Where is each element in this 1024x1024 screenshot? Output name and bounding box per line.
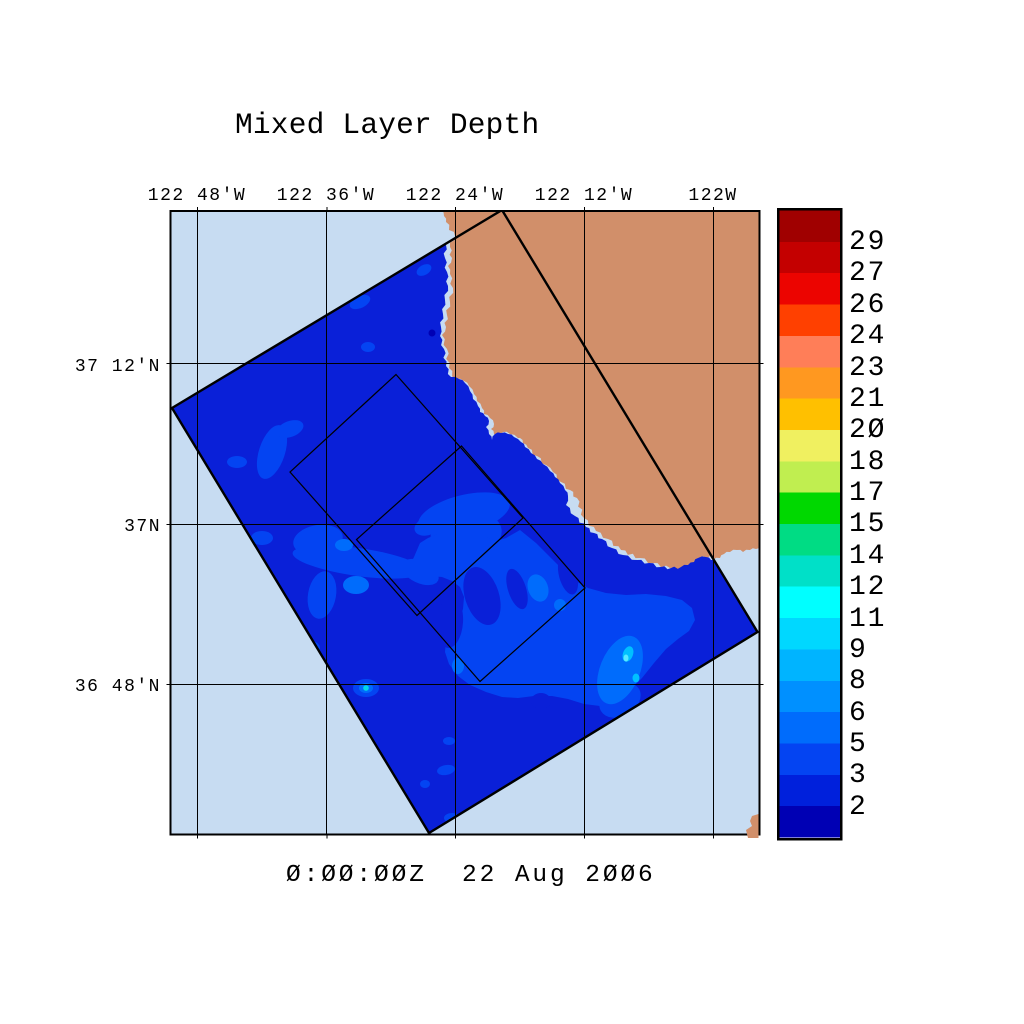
svg-text:5: 5 bbox=[849, 729, 868, 760]
svg-text:27: 27 bbox=[849, 258, 886, 289]
svg-text:6: 6 bbox=[849, 698, 868, 729]
svg-text:122 48'W: 122 48'W bbox=[148, 186, 246, 206]
svg-text:8: 8 bbox=[849, 666, 868, 697]
svg-text:3: 3 bbox=[849, 760, 868, 791]
svg-text:24: 24 bbox=[849, 321, 886, 352]
svg-text:12: 12 bbox=[849, 572, 886, 603]
svg-text:23: 23 bbox=[849, 353, 886, 384]
svg-text:2: 2 bbox=[849, 792, 868, 823]
svg-text:122 36'W: 122 36'W bbox=[277, 186, 375, 206]
svg-text:21: 21 bbox=[849, 384, 886, 415]
svg-text:122 24'W: 122 24'W bbox=[406, 186, 504, 206]
svg-text:9: 9 bbox=[849, 635, 868, 666]
svg-text:122 12'W: 122 12'W bbox=[535, 186, 633, 206]
svg-text:26: 26 bbox=[849, 290, 886, 321]
svg-text:29: 29 bbox=[849, 227, 886, 258]
svg-text:14: 14 bbox=[849, 541, 886, 572]
svg-text:Ø:ØØ:ØØZ 22 Aug 2ØØ6: Ø:ØØ:ØØZ 22 Aug 2ØØ6 bbox=[286, 862, 656, 889]
svg-text:17: 17 bbox=[849, 478, 886, 509]
svg-text:122W: 122W bbox=[688, 186, 737, 206]
svg-text:37N: 37N bbox=[124, 517, 161, 537]
svg-text:2Ø: 2Ø bbox=[849, 415, 886, 446]
svg-text:37 12'N: 37 12'N bbox=[75, 357, 161, 377]
svg-text:11: 11 bbox=[849, 604, 886, 635]
svg-text:Mixed Layer Depth: Mixed Layer Depth bbox=[235, 108, 539, 142]
svg-text:18: 18 bbox=[849, 447, 886, 478]
svg-text:36 48'N: 36 48'N bbox=[75, 677, 161, 697]
svg-text:15: 15 bbox=[849, 509, 886, 540]
